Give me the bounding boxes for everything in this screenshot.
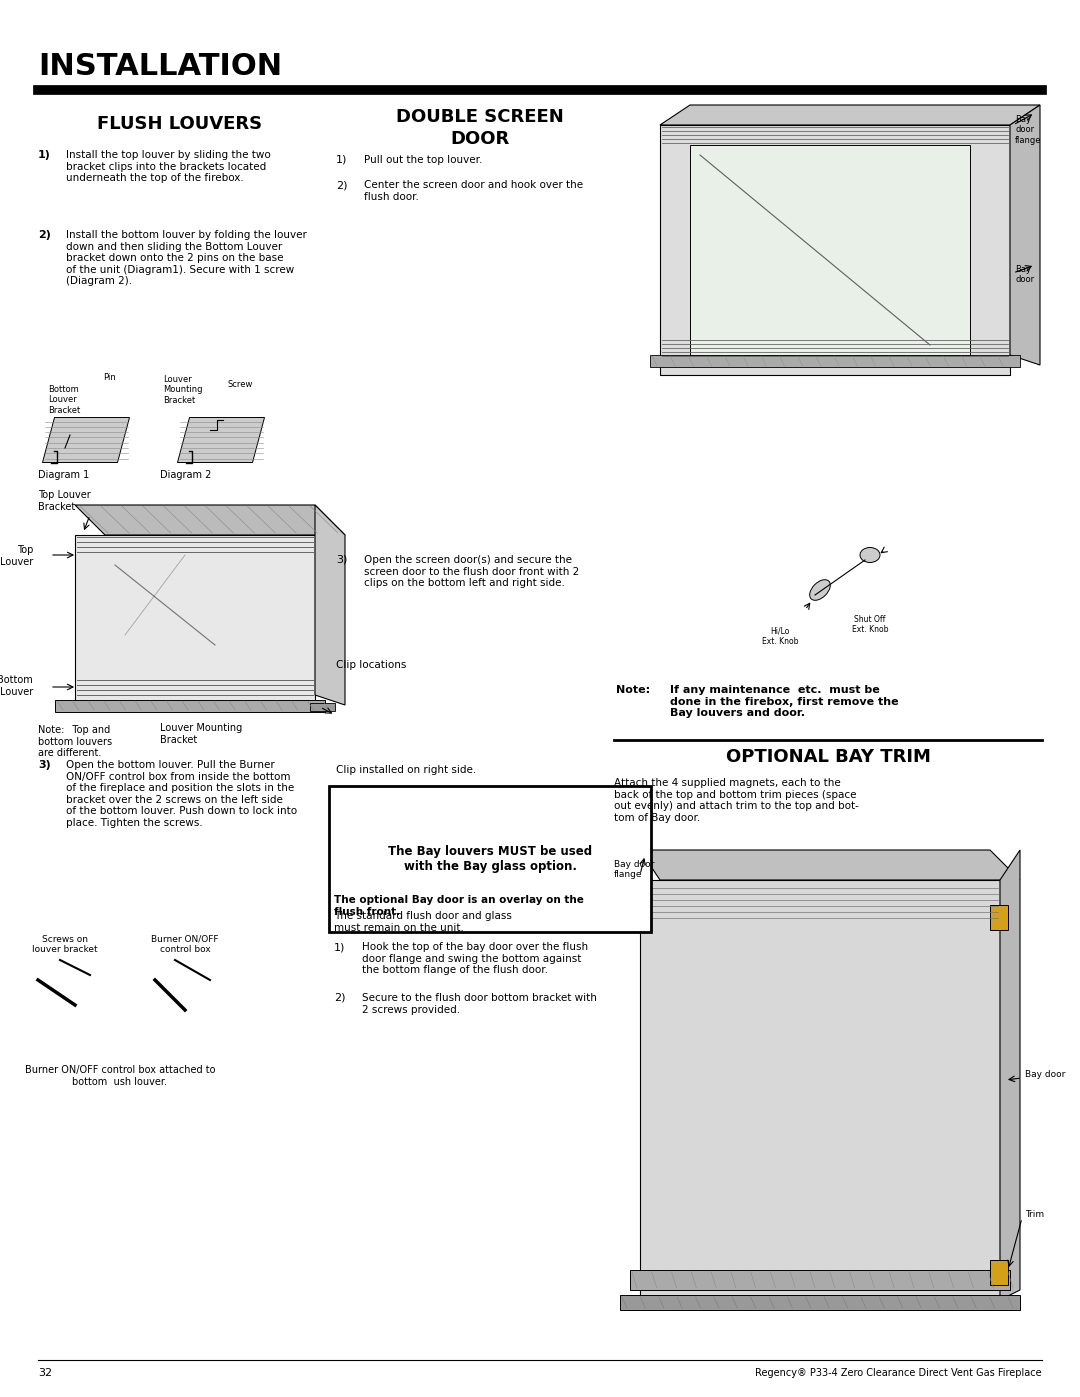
Text: Hi/Lo
Ext. Knob: Hi/Lo Ext. Knob <box>761 627 798 647</box>
Text: Bottom
Louver
Bracket: Bottom Louver Bracket <box>48 386 80 415</box>
Text: Note:  Top and
bottom louvers
are different.: Note: Top and bottom louvers are differe… <box>38 725 112 759</box>
Text: 1): 1) <box>38 149 51 161</box>
Polygon shape <box>1010 105 1040 365</box>
Text: DOUBLE SCREEN: DOUBLE SCREEN <box>396 108 564 126</box>
Text: FLUSH LOUVERS: FLUSH LOUVERS <box>97 115 262 133</box>
Text: 2): 2) <box>336 180 348 190</box>
Text: The optional Bay door is an overlay on the
flush front.: The optional Bay door is an overlay on t… <box>334 895 584 916</box>
Text: Bay door: Bay door <box>1025 1070 1065 1078</box>
Text: Open the screen door(s) and secure the
screen door to the flush door front with : Open the screen door(s) and secure the s… <box>364 555 579 588</box>
Text: 32: 32 <box>38 1368 52 1377</box>
Text: Open the bottom louver. Pull the Burner
ON/OFF control box from inside the botto: Open the bottom louver. Pull the Burner … <box>66 760 297 828</box>
Bar <box>620 1295 1020 1310</box>
Text: Note:: Note: <box>616 685 650 694</box>
Text: 3): 3) <box>38 760 51 770</box>
Text: 3): 3) <box>336 555 348 564</box>
Text: Diagram 1: Diagram 1 <box>38 469 90 481</box>
Text: Diagram 2: Diagram 2 <box>160 469 212 481</box>
Text: Bay
door
flange: Bay door flange <box>1015 115 1041 145</box>
Text: Center the screen door and hook over the
flush door.: Center the screen door and hook over the… <box>364 180 583 201</box>
Bar <box>55 700 325 712</box>
Text: The Bay louvers MUST be used
with the Bay glass option.: The Bay louvers MUST be used with the Ba… <box>388 845 592 873</box>
Text: Pull out the top louver.: Pull out the top louver. <box>364 155 483 165</box>
Ellipse shape <box>860 548 880 563</box>
Text: Regency® P33-4 Zero Clearance Direct Vent Gas Fireplace: Regency® P33-4 Zero Clearance Direct Ven… <box>755 1368 1042 1377</box>
Text: OPTIONAL BAY TRIM: OPTIONAL BAY TRIM <box>726 747 931 766</box>
Polygon shape <box>42 418 130 462</box>
Text: Install the top louver by sliding the two
bracket clips into the brackets locate: Install the top louver by sliding the tw… <box>66 149 271 183</box>
Text: Attach the 4 supplied magnets, each to the
back of the top and bottom trim piece: Attach the 4 supplied magnets, each to t… <box>615 778 859 823</box>
Text: Bottom
Louver: Bottom Louver <box>0 675 33 697</box>
Text: 1): 1) <box>334 942 346 951</box>
Text: The standard flush door and glass
must remain on the unit.: The standard flush door and glass must r… <box>334 911 512 933</box>
Polygon shape <box>315 504 345 705</box>
Text: Install the bottom louver by folding the louver
down and then sliding the Bottom: Install the bottom louver by folding the… <box>66 231 307 286</box>
Ellipse shape <box>810 580 831 601</box>
Text: Screws on
louver bracket: Screws on louver bracket <box>32 935 98 954</box>
Text: Bay
door: Bay door <box>1015 265 1035 285</box>
Text: Secure to the flush door bottom bracket with
2 screws provided.: Secure to the flush door bottom bracket … <box>362 993 597 1014</box>
Text: Trim: Trim <box>1025 1210 1044 1220</box>
Bar <box>990 905 1008 930</box>
Bar <box>640 880 1000 1301</box>
Text: Burner ON/OFF control box attached to
bottom  ush louver.: Burner ON/OFF control box attached to bo… <box>25 1065 215 1087</box>
Text: Louver
Mounting
Bracket: Louver Mounting Bracket <box>163 374 203 405</box>
Text: Clip locations: Clip locations <box>336 659 406 671</box>
Text: Clip installed on right side.: Clip installed on right side. <box>336 766 476 775</box>
Polygon shape <box>1000 849 1020 1301</box>
Bar <box>660 124 1010 374</box>
Bar <box>630 1270 1010 1289</box>
Polygon shape <box>177 418 265 462</box>
Bar <box>690 145 970 355</box>
Text: Bay door
flange: Bay door flange <box>615 861 654 879</box>
Bar <box>990 1260 1008 1285</box>
Text: Top
Louver: Top Louver <box>0 545 33 567</box>
Text: Shut Off
Ext. Knob: Shut Off Ext. Knob <box>852 615 888 634</box>
Polygon shape <box>660 105 1040 124</box>
Text: Pin: Pin <box>103 373 116 381</box>
Text: Burner ON/OFF
control box: Burner ON/OFF control box <box>151 935 219 954</box>
Bar <box>75 535 315 705</box>
Polygon shape <box>640 849 1020 880</box>
Bar <box>310 703 335 711</box>
Text: Hook the top of the bay door over the flush
door flange and swing the bottom aga: Hook the top of the bay door over the fl… <box>362 942 589 975</box>
Text: INSTALLATION: INSTALLATION <box>38 52 282 81</box>
Text: If any maintenance  etc.  must be
done in the firebox, first remove the
Bay louv: If any maintenance etc. must be done in … <box>670 685 899 718</box>
Text: DOOR: DOOR <box>450 130 510 148</box>
Text: Louver Mounting
Bracket: Louver Mounting Bracket <box>160 724 242 745</box>
Text: 1): 1) <box>336 155 348 165</box>
Text: 2): 2) <box>38 231 51 240</box>
Text: Top Louver
Bracket: Top Louver Bracket <box>38 490 91 511</box>
Text: OPTIONAL BAY DOOR: OPTIONAL BAY DOOR <box>383 807 597 826</box>
Polygon shape <box>75 504 345 535</box>
Bar <box>650 355 1020 367</box>
Text: 2): 2) <box>334 993 346 1003</box>
Text: Screw: Screw <box>228 380 254 388</box>
